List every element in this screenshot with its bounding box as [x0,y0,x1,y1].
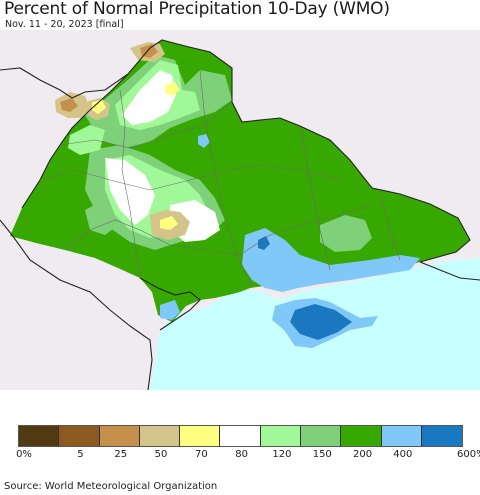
legend-tick-label: 50 [154,449,168,460]
admin-line-5 [199,69,253,289]
admin-boundaries [39,69,401,289]
legend-swatch [260,426,302,446]
zone-normal-central [105,158,155,225]
legend-tick-label: 70 [194,449,208,460]
borders [0,39,480,390]
zone-wet-southwest [160,300,180,320]
map-title: Percent of Normal Precipitation 10-Day (… [4,0,390,19]
zone-wet-south [242,228,420,292]
legend-swatch [421,426,463,446]
legend-swatch [341,426,382,446]
zone-very-wet-1 [258,236,270,250]
admin-line-1 [59,101,233,149]
legend-tick-label: 25 [114,449,128,460]
neighbor-border-southwest [0,219,153,390]
zone-yellow-north [165,82,180,96]
legend-swatch [59,426,100,446]
crimea-very-wet [290,304,352,340]
legend-tick-label: 80 [235,449,249,460]
map-subtitle: Nov. 11 - 20, 2023 [final] [5,19,124,30]
zone-wet-north [198,134,210,148]
legend-swatch [19,426,60,446]
admin-line-2 [39,164,341,191]
legend-swatch [139,426,181,446]
legend-tick-label: 5 [77,449,84,460]
zone-normal-north [122,70,176,125]
legend-swatch [180,426,221,446]
legend-swatch [99,426,140,446]
legend-tick-label: 400 [393,449,413,460]
zone-120-northwest [68,125,105,155]
neighbor-border-west [0,67,129,99]
legend-tick-label: 600% [457,449,480,460]
legend-tick-label: 200 [353,449,373,460]
neighbor-border-moldova [139,277,201,331]
zone-dry-nw-tan [60,98,78,112]
zone-yellow-central [160,216,178,230]
admin-line-7 [379,194,401,261]
neighbor-border-east [419,261,480,281]
legend-swatch [381,426,422,446]
legend-color-bar [18,425,464,447]
legend-tick-label: 0% [16,449,32,460]
legend-swatch [220,426,261,446]
zone-150-west [85,202,118,235]
legend-swatch [301,426,342,446]
admin-line-6 [299,125,331,271]
zone-yellow-nw [92,100,106,114]
legend-tick-label: 150 [312,449,332,460]
source-credit: Source: World Meteorological Organizatio… [4,481,218,492]
zone-150-east [320,215,372,252]
admin-line-3 [64,204,373,256]
legend-tick-label: 120 [272,449,292,460]
crimea [272,298,378,348]
precipitation-map [0,30,480,390]
admin-line-4 [119,89,141,279]
country-border [21,39,471,263]
